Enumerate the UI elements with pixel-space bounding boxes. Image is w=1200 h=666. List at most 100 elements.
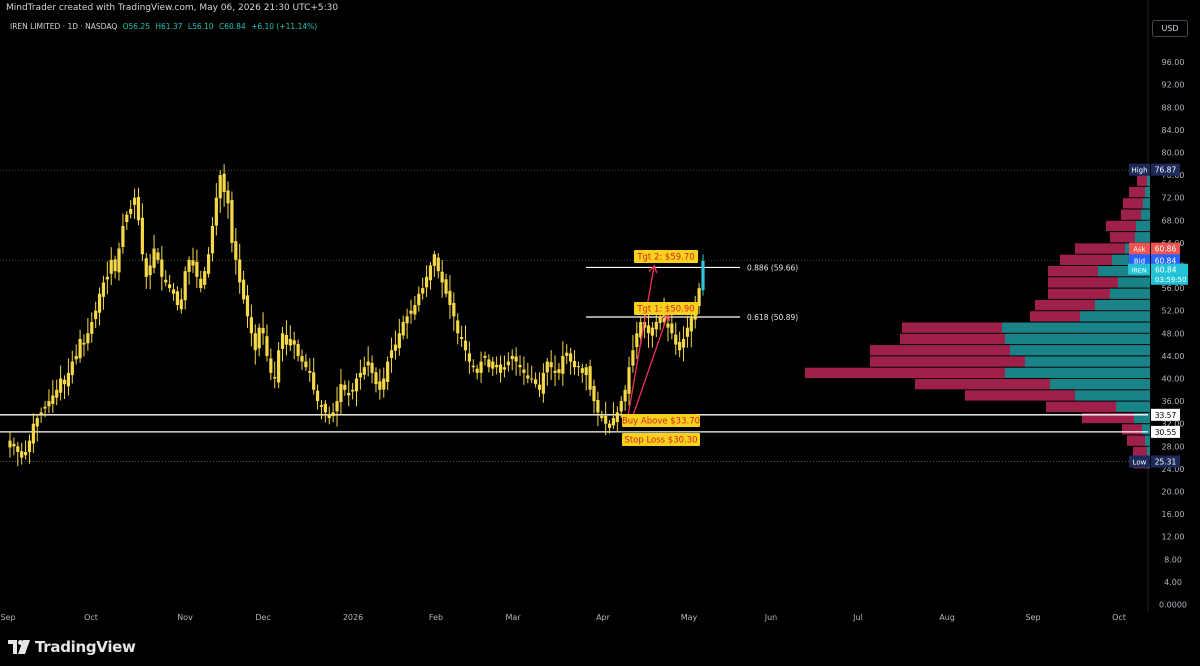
candle-body xyxy=(471,365,475,368)
price-tag-text: Bid xyxy=(1134,257,1145,265)
candle-body xyxy=(553,370,557,373)
time-tick-label: Apr xyxy=(596,613,611,622)
volume-profile-bar-up xyxy=(1142,424,1150,435)
candle-body xyxy=(245,295,250,317)
candle-body xyxy=(187,259,191,272)
last-symbol-tag: IREN xyxy=(1131,266,1147,274)
candle-body xyxy=(666,323,670,328)
time-tick-label: Jun xyxy=(764,613,778,622)
candle-body xyxy=(277,350,281,383)
candle-body xyxy=(109,259,113,274)
volume-profile-bar-up xyxy=(1136,220,1150,232)
candle-body xyxy=(631,350,635,366)
candle-body xyxy=(335,401,339,412)
volume-profile-bar-down xyxy=(1082,412,1134,424)
candle-body xyxy=(168,284,172,289)
candle-body xyxy=(639,322,643,338)
price-tick-label: 72.00 xyxy=(1162,194,1185,203)
volume-profile-bar-down xyxy=(1110,232,1135,243)
candle-body xyxy=(545,361,549,373)
candle-body xyxy=(132,197,137,205)
candle-body xyxy=(148,265,152,276)
candle-body xyxy=(82,342,86,345)
candle-body xyxy=(689,316,693,332)
candle-body xyxy=(343,384,347,390)
candle-body xyxy=(580,368,584,373)
volume-profile-bar-up xyxy=(1095,299,1150,311)
volume-profile-bar-down xyxy=(1123,198,1143,209)
candle-body xyxy=(615,412,619,423)
volume-profile-bar-up xyxy=(1141,209,1150,220)
candle-body xyxy=(506,361,510,366)
candle-body xyxy=(393,344,398,351)
currency-button[interactable]: USD xyxy=(1152,20,1188,37)
candle-body xyxy=(498,364,503,373)
candle-body xyxy=(129,209,133,214)
volume-profile-bar-down xyxy=(1035,299,1095,311)
symbol-legend[interactable]: IREN LIMITED · 1D · NASDAQ O56.25 H61.37… xyxy=(10,22,317,31)
symbol-name[interactable]: IREN LIMITED · 1D · NASDAQ xyxy=(10,22,118,31)
volume-profile-bar-up xyxy=(1002,322,1150,333)
candle-body xyxy=(358,372,362,378)
candle-body xyxy=(323,403,327,413)
candle-body xyxy=(557,369,561,373)
candle-body xyxy=(59,378,63,393)
volume-profile-bar-down xyxy=(1060,254,1112,265)
price-tick-label: 16.00 xyxy=(1162,510,1185,519)
candle-body xyxy=(646,325,651,334)
candle-body xyxy=(105,276,109,280)
bar-countdown: 03:59:50 xyxy=(1155,276,1186,284)
price-tick-label: 44.00 xyxy=(1162,352,1185,361)
candle-body xyxy=(389,350,394,358)
candle-body xyxy=(424,276,429,288)
candle-body xyxy=(475,368,479,373)
price-value-box xyxy=(1151,242,1180,255)
stop-loss-label-text: Stop Loss $30.30 xyxy=(624,436,697,446)
buy-above-label-box xyxy=(622,414,700,427)
candle-body xyxy=(643,321,647,328)
time-tick-label: Sep xyxy=(0,613,15,622)
price-tick-label: 52.00 xyxy=(1162,307,1185,316)
candle-body xyxy=(284,334,289,345)
volume-profile-bar-down xyxy=(870,356,1025,367)
price-tag-box xyxy=(1129,254,1150,267)
volume-profile-bar-down xyxy=(1122,424,1142,435)
volume-profile-bar-down xyxy=(1133,446,1147,458)
candle-body xyxy=(47,401,51,407)
candle-body xyxy=(179,299,183,310)
candle-body xyxy=(117,248,121,273)
price-value-text: 30.55 xyxy=(1155,428,1177,437)
candle-body xyxy=(623,389,627,402)
candle-body xyxy=(265,336,269,356)
candle-body xyxy=(319,405,324,407)
price-axis[interactable]: 96.0092.0088.0084.0080.0076.0072.0068.00… xyxy=(1159,58,1187,609)
candle-body xyxy=(31,423,35,444)
candle-body xyxy=(600,415,604,419)
candle-body xyxy=(370,362,374,373)
candle-body xyxy=(292,340,296,345)
target-1-label-box xyxy=(634,302,698,315)
trade-annotations: Tgt 2: $59.70 Tgt 1: $50.90 Buy Above $33.… xyxy=(622,250,700,446)
price-labels: High 76.87 Ask 60.86 Bid 60.84 33.57 30.55 Low 25… xyxy=(1128,163,1188,468)
volume-profile-bar-down xyxy=(1075,243,1125,254)
candles xyxy=(8,164,705,467)
candle-body xyxy=(315,390,320,402)
time-axis[interactable]: Sep Oct Nov Dec 2026 Feb Mar Apr May Jun Jul Aug Sep… xyxy=(0,613,1125,622)
candle-body xyxy=(191,260,195,266)
time-tick-label: Sep xyxy=(1025,613,1040,622)
last-price-box xyxy=(1151,263,1188,285)
candle-body xyxy=(144,258,148,277)
price-tick-label: 96.00 xyxy=(1162,58,1185,67)
candle-body xyxy=(382,378,386,390)
candle-body xyxy=(592,385,596,402)
volume-profile-bar-down xyxy=(870,345,1010,356)
volume-profile-bar-up xyxy=(1075,390,1150,401)
volume-profile-bar-up xyxy=(1080,311,1150,322)
candle-body xyxy=(366,361,370,366)
candle-body xyxy=(257,327,261,349)
time-tick-label: Dec xyxy=(255,613,270,622)
candle-body xyxy=(199,278,203,289)
tradingview-logo[interactable]: TradingView xyxy=(8,637,136,657)
candle-body xyxy=(226,190,230,204)
